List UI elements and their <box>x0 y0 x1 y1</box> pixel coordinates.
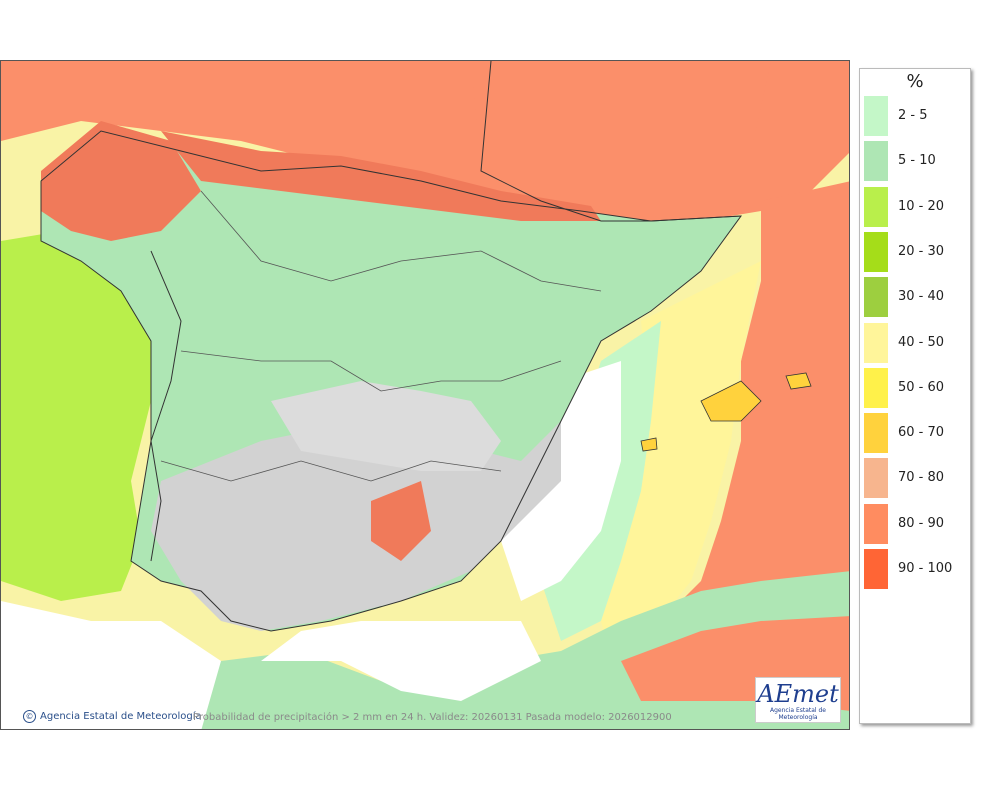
legend-item: 20 - 30 <box>864 231 968 272</box>
map-caption: Probabilidad de precipitación > 2 mm en … <box>193 712 672 723</box>
legend-item: 50 - 60 <box>864 367 968 408</box>
mediterranean-east-red <box>621 181 849 691</box>
penibetica-hotspot <box>371 481 431 561</box>
legend-swatch <box>864 322 888 363</box>
legend-label: 30 - 40 <box>898 289 945 305</box>
legend-swatch <box>864 96 888 136</box>
legend-label: 50 - 60 <box>898 379 945 395</box>
mediterranean-yellow <box>601 261 761 661</box>
france-red <box>471 61 771 221</box>
legend-item: 80 - 90 <box>864 503 968 544</box>
legend-label: 10 - 20 <box>898 198 945 214</box>
legend-swatch <box>864 277 888 318</box>
legend-panel: % 2 - 5 5 - 10 10 - 20 20 - 30 30 - 40 40 - 5… <box>859 68 971 724</box>
copyright-text: Agencia Estatal de Meteorología <box>40 711 202 722</box>
logo-subtitle: Agencia Estatal de Meteorología <box>769 707 826 721</box>
legend-swatch <box>864 413 888 454</box>
region-border-3 <box>160 460 502 482</box>
legend-label: 90 - 100 <box>898 561 953 576</box>
legend-label: 40 - 50 <box>898 334 945 350</box>
balearic-islands <box>640 372 812 452</box>
france-border <box>480 61 742 222</box>
legend-swatch <box>864 231 888 272</box>
copyright-notice: © Agencia Estatal de Meteorología <box>23 710 202 723</box>
legend-swatch <box>864 549 888 589</box>
legend-label: 5 - 10 <box>898 153 936 169</box>
legend-label: 70 - 80 <box>898 470 945 486</box>
legend-item: 5 - 10 <box>864 141 968 182</box>
legend-label: 80 - 90 <box>898 515 945 531</box>
legend-swatch <box>864 186 888 227</box>
legend-item: 2 - 5 <box>864 96 968 136</box>
legend-label: 2 - 5 <box>898 108 928 123</box>
legend-unit: % <box>906 71 924 92</box>
legend-item: 90 - 100 <box>864 549 968 589</box>
legend-item: 60 - 70 <box>864 413 968 454</box>
region-border-2 <box>180 350 562 392</box>
coastline <box>40 130 743 632</box>
logo-wordmark: AEmet <box>757 680 839 708</box>
legend-swatch <box>864 141 888 182</box>
portugal-border <box>150 250 182 562</box>
legend-item: 10 - 20 <box>864 186 968 227</box>
south-grey <box>151 421 561 631</box>
legend-item: 70 - 80 <box>864 458 968 499</box>
precipitation-probability-map[interactable]: © Agencia Estatal de Meteorología Probabi… <box>0 60 850 730</box>
legend-label: 20 - 30 <box>898 243 945 259</box>
legend-swatch <box>864 367 888 408</box>
northwest-red <box>41 121 201 241</box>
center-grey <box>271 381 501 471</box>
africa-white <box>261 621 541 701</box>
copyright-icon: © <box>23 710 36 723</box>
legend-item: 30 - 40 <box>864 277 968 318</box>
legend-swatch <box>864 503 888 544</box>
portugal-coast-green <box>1 231 151 601</box>
region-border-1 <box>200 190 602 292</box>
legend-label: 60 - 70 <box>898 425 945 441</box>
map-canvas <box>1 61 849 729</box>
aemet-logo: AEmet Agencia Estatal de Meteorología <box>755 677 841 723</box>
legend-swatch <box>864 458 888 499</box>
legend-item: 40 - 50 <box>864 322 968 363</box>
